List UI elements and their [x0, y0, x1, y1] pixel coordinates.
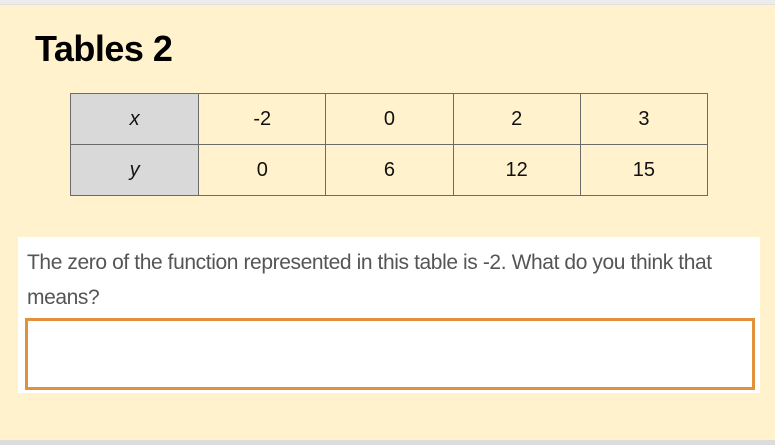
- table-cell: 0: [325, 93, 454, 145]
- row-header-y: y: [69, 144, 200, 196]
- question-text: The zero of the function represented in …: [27, 251, 712, 309]
- table-cell: 2: [452, 93, 581, 145]
- answer-input[interactable]: [25, 318, 755, 390]
- table-cell: -2: [198, 93, 327, 145]
- top-bar: [0, 0, 775, 5]
- table-cell: 6: [325, 144, 454, 196]
- question-card: The zero of the function represented in …: [18, 237, 760, 393]
- table-cell: 12: [452, 144, 581, 196]
- table-cell: 3: [579, 93, 709, 145]
- row-header-x: x: [69, 93, 200, 145]
- bottom-bar: [0, 440, 775, 445]
- table-row-x: x -2 0 2 3: [69, 93, 709, 145]
- table-row-y: y 0 6 12 15: [69, 144, 709, 196]
- page-title: Tables 2: [35, 28, 173, 69]
- table-cell: 0: [198, 144, 327, 196]
- table-cell: 15: [579, 144, 709, 196]
- data-table: x -2 0 2 3 y 0 6 12 15: [69, 93, 709, 196]
